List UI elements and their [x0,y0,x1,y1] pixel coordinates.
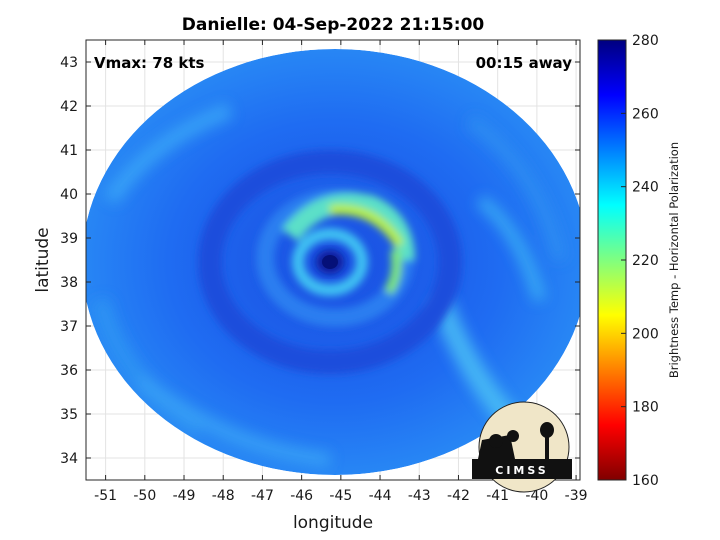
x-tick-label: -50 [133,488,156,504]
x-tick-label: -48 [212,488,235,504]
colorbar-tick-label: 240 [632,180,659,196]
x-tick-label: -47 [251,488,274,504]
chart-title: Danielle: 04-Sep-2022 21:15:00 [182,15,485,35]
y-tick-label: 40 [60,187,78,203]
x-tick-label: -41 [486,488,509,504]
x-tick-label: -40 [525,488,548,504]
y-tick-label: 43 [60,55,78,71]
colorbar-tick-label: 180 [632,400,659,416]
y-tick-label: 35 [60,407,78,423]
x-axis-label: longitude [293,513,373,533]
colorbar-tick-label: 220 [632,253,659,269]
y-tick-label: 38 [60,275,78,291]
colorbar-tick-label: 160 [632,473,659,489]
x-tick-label: -43 [408,488,431,504]
x-tick-label: -45 [329,488,352,504]
y-tick-label: 39 [60,231,78,247]
time-offset-annotation: 00:15 away [476,54,573,72]
y-tick-label: 42 [60,99,78,115]
y-tick-label: 37 [60,319,78,335]
x-tick-label: -46 [290,488,313,504]
y-tick-label: 36 [60,363,78,379]
vmax-annotation: Vmax: 78 kts [94,54,204,72]
y-tick-label: 41 [60,143,78,159]
x-tick-label: -39 [565,488,588,504]
x-tick-label: -49 [173,488,196,504]
axes-frame [85,39,581,481]
x-axis-ticks: -51 -50 -49 -48 -47 -46 -45 -44 -43 -42 -41 -40 -39 [94,40,588,504]
colorbar-ticks: 160 180 200 220 240 260 280 [621,33,659,489]
y-axis-label: latitude [33,227,53,292]
y-axis-ticks: 34 35 36 37 38 39 40 41 42 43 [60,55,580,467]
x-tick-label: -42 [447,488,470,504]
colorbar-tick-label: 280 [632,33,659,49]
y-tick-label: 34 [60,451,78,467]
x-tick-label: -51 [94,488,117,504]
colorbar-label: Brightness Temp - Horizontal Polarizatio… [667,142,681,378]
colorbar-tick-label: 260 [632,106,659,122]
x-tick-label: -44 [369,488,392,504]
cimss-logo: CIMSS [472,401,572,493]
colorbar-tick-label: 200 [632,326,659,342]
logo-text: CIMSS [495,464,548,477]
